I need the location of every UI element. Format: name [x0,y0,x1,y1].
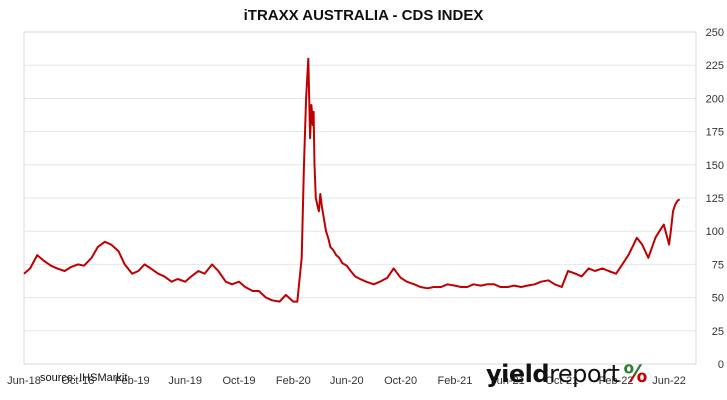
x-tick-label: Oct-18 [61,375,94,387]
series-line [23,57,681,303]
yieldreport-logo: yieldreport% [486,360,647,388]
chart-title: iTRAXX AUSTRALIA - CDS INDEX [243,7,484,24]
y-tick-label: 250 [706,27,724,39]
series-layer [23,57,681,303]
y-tick-label: 225 [706,60,724,72]
y-tick-label: 125 [706,193,724,205]
x-tick-label: Feb-19 [115,375,150,387]
y-tick-label: 50 [712,293,724,305]
x-tick-label: Oct-21 [545,375,578,387]
y-tick-label: 0 [718,359,724,371]
y-tick-label: 175 [706,127,724,139]
y-tick-label: 150 [706,160,724,172]
source-note: source: IHSMarkit [40,372,128,384]
logo-percent-icon: % [623,360,647,388]
x-tick-label: Feb-21 [437,375,472,387]
x-axis-ticks: Jun-18 Oct-18 Feb-19 Jun-19 Oct-19 Feb-20 Jun-… [7,375,686,387]
y-axis-ticks: 0 25 50 75 100 125 150 175 200 225 250 [706,27,724,371]
y-tick-label: 200 [706,93,724,105]
x-tick-label: Feb-20 [276,375,311,387]
x-tick-label: Jun-21 [491,375,525,387]
x-tick-label: Oct-19 [223,375,256,387]
x-tick-label: Oct-20 [384,375,417,387]
x-tick-label: Jun-20 [330,375,364,387]
y-tick-label: 25 [712,326,724,338]
logo-yield-text: yield [486,360,550,388]
y-tick-label: 75 [712,259,724,271]
x-tick-label: Jun-19 [168,375,202,387]
x-tick-label: Jun-22 [652,375,686,387]
gridlines [24,64,696,332]
y-tick-label: 100 [706,226,724,238]
logo-report-text: report [549,360,620,388]
x-tick-label: Feb-22 [599,375,634,387]
x-tick-label: Jun-18 [7,375,41,387]
